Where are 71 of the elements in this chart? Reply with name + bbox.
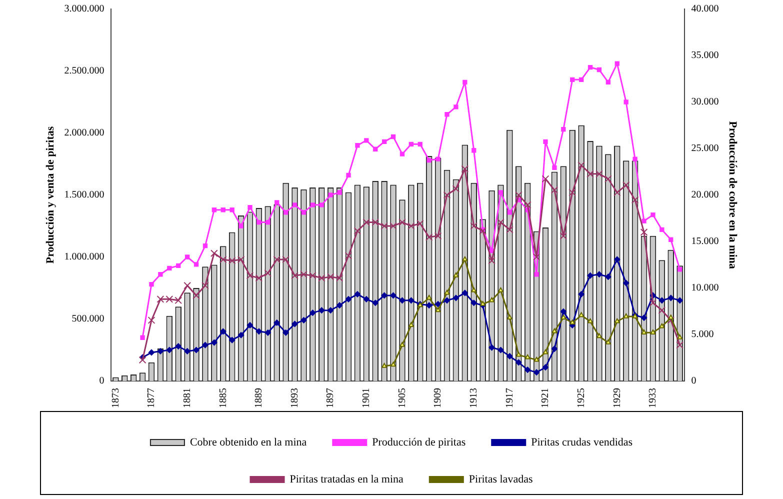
x-tick-label: 1885 [218,388,229,408]
point [524,354,530,360]
y2-tick-label: 30.000 [691,96,719,108]
y2-tick-label: 35.000 [691,50,719,62]
point [516,352,522,357]
point [408,322,414,327]
x-tick-label: 1889 [254,388,265,408]
point [399,342,405,347]
y2-tick-label: 0 [691,376,696,387]
x-tick-label: 1905 [396,388,408,408]
point [480,301,486,306]
point [614,318,620,324]
x-tick-label: 1917 [504,388,516,408]
x-tick-label: 1925 [576,388,587,408]
point [390,362,396,367]
point [506,314,512,320]
legend-label: Piritas crudas vendidas [531,436,633,448]
y-tick-label: 2.000.000 [64,128,104,139]
point [489,297,495,302]
y2-tick-label: 20.000 [691,190,719,201]
point [588,318,594,324]
legend-label: Cobre obtenido en la mina [190,436,307,448]
y-tick-label: 3.000.000 [64,4,104,15]
legend-label: Piritas tratadas en la mina [290,473,404,486]
point [462,256,468,262]
x-tick-label: 1909 [432,388,444,408]
point [623,313,629,318]
y-tick-label: 0 [99,376,104,387]
point [382,363,388,368]
point [444,290,450,295]
y2-tick-label: 40.000 [691,4,719,15]
point [659,323,665,328]
point [596,333,602,338]
x-tick-label: 1901 [361,388,372,408]
y2-tick-label: 25.000 [691,143,719,154]
y-tick-label: 500.000 [72,314,104,325]
y-tick-label: 1.000.000 [64,252,104,263]
legend-label: Piritas lavadas [468,473,533,486]
x-tick-label: 1933 [648,388,659,408]
point [605,339,611,344]
x-tick-label: 1897 [325,388,336,408]
point [578,312,584,318]
point [570,320,576,325]
x-tick-label: 1913 [468,388,480,408]
point [650,330,656,334]
point [471,287,477,292]
x-tick-label: 1921 [540,388,552,408]
y2-tick-label: 15.000 [691,236,719,248]
point [641,330,647,334]
point [677,334,683,340]
y-axis-title: Producción y venta de piritas [44,126,56,264]
y2-tick-label: 5.000 [691,329,714,340]
point [552,328,558,334]
point [542,349,548,354]
x-tick-label: 1929 [612,388,623,408]
y-tick-label: 2.500.000 [64,66,104,77]
x-tick-label: 1873 [110,388,122,408]
y2-tick-label: 10.000 [691,282,719,294]
point [534,356,540,362]
legend-label: Producción de piritas [372,436,466,448]
x-tick-label: 1877 [146,388,158,408]
point [560,314,566,320]
point [426,294,432,300]
x-tick-label: 1881 [182,388,193,408]
point [668,314,674,320]
point [453,272,459,278]
point [435,307,441,312]
x-tick-label: 1893 [289,388,300,408]
y-tick-label: 1.500.000 [64,190,104,201]
y2-axis-title: Producción de cobre en la mina [726,121,739,270]
point [498,287,504,292]
